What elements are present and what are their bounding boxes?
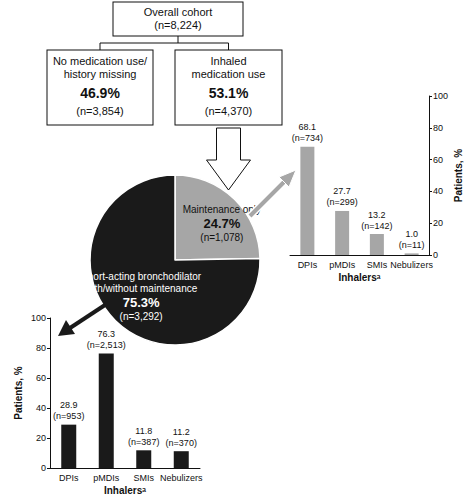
svg-text:0: 0 bbox=[41, 463, 46, 473]
svg-text:60: 60 bbox=[36, 373, 46, 383]
svg-text:(n=387): (n=387) bbox=[128, 437, 159, 447]
svg-text:13.2: 13.2 bbox=[368, 210, 386, 220]
svg-text:Maintenance only: Maintenance only bbox=[183, 204, 261, 215]
svg-text:pMDIs: pMDIs bbox=[329, 260, 356, 270]
svg-text:medication use: medication use bbox=[192, 68, 266, 80]
svg-text:DPIs: DPIs bbox=[298, 260, 318, 270]
svg-text:(n=11): (n=11) bbox=[399, 240, 425, 250]
svg-text:11.2: 11.2 bbox=[173, 427, 190, 437]
svg-text:80: 80 bbox=[433, 123, 443, 133]
svg-text:Short-acting bronchodilator: Short-acting bronchodilator bbox=[81, 271, 202, 282]
svg-text:28.9: 28.9 bbox=[60, 400, 78, 410]
svg-text:DPIs: DPIs bbox=[59, 473, 79, 483]
svg-text:No medication use/: No medication use/ bbox=[53, 55, 148, 67]
svg-text:SMIs: SMIs bbox=[367, 260, 388, 270]
svg-text:(n=953): (n=953) bbox=[53, 411, 84, 421]
svg-text:1.0: 1.0 bbox=[405, 229, 418, 239]
svg-text:68.1: 68.1 bbox=[299, 122, 317, 132]
svg-text:Inhalersᵃ: Inhalersᵃ bbox=[338, 272, 380, 283]
svg-text:11.8: 11.8 bbox=[135, 426, 152, 436]
svg-text:Nebulizers: Nebulizers bbox=[390, 260, 433, 270]
svg-text:60: 60 bbox=[433, 155, 443, 165]
svg-text:100: 100 bbox=[31, 313, 46, 323]
svg-text:Patients, %: Patients, % bbox=[453, 149, 464, 202]
svg-text:Inhaled: Inhaled bbox=[210, 55, 246, 67]
svg-text:(n=2,513): (n=2,513) bbox=[87, 340, 126, 350]
svg-text:with/without maintenance: with/without maintenance bbox=[84, 283, 198, 294]
svg-text:80: 80 bbox=[36, 343, 46, 353]
svg-text:76.3: 76.3 bbox=[97, 329, 115, 339]
svg-text:20: 20 bbox=[433, 218, 443, 228]
svg-text:0: 0 bbox=[433, 250, 438, 260]
svg-text:40: 40 bbox=[433, 186, 443, 196]
svg-text:(n=299): (n=299) bbox=[326, 197, 357, 207]
svg-text:(n=3,854): (n=3,854) bbox=[76, 105, 123, 117]
svg-text:100: 100 bbox=[433, 91, 448, 101]
svg-text:75.3%: 75.3% bbox=[123, 295, 160, 310]
svg-text:40: 40 bbox=[36, 403, 46, 413]
svg-text:46.9%: 46.9% bbox=[80, 85, 120, 101]
svg-text:SMIs: SMIs bbox=[133, 473, 154, 483]
svg-text:Overall cohort: Overall cohort bbox=[144, 6, 212, 18]
svg-text:Inhalersᵃ: Inhalersᵃ bbox=[104, 485, 146, 496]
svg-text:27.7: 27.7 bbox=[333, 186, 351, 196]
svg-text:history missing: history missing bbox=[64, 68, 137, 80]
svg-text:(n=142): (n=142) bbox=[361, 221, 392, 231]
svg-text:(n=4,370): (n=4,370) bbox=[205, 105, 252, 117]
svg-text:24.7%: 24.7% bbox=[203, 216, 240, 231]
svg-text:Nebulizers: Nebulizers bbox=[160, 473, 203, 483]
svg-text:53.1%: 53.1% bbox=[209, 85, 249, 101]
svg-text:20: 20 bbox=[36, 433, 46, 443]
svg-text:(n=370): (n=370) bbox=[166, 438, 197, 448]
svg-text:Patients, %: Patients, % bbox=[13, 366, 24, 419]
svg-text:pMDIs: pMDIs bbox=[93, 473, 120, 483]
svg-text:(n=3,292): (n=3,292) bbox=[120, 311, 163, 322]
svg-text:(n=8,224): (n=8,224) bbox=[154, 19, 201, 31]
svg-text:(n=1,078): (n=1,078) bbox=[200, 232, 243, 243]
svg-text:(n=734): (n=734) bbox=[292, 133, 323, 143]
